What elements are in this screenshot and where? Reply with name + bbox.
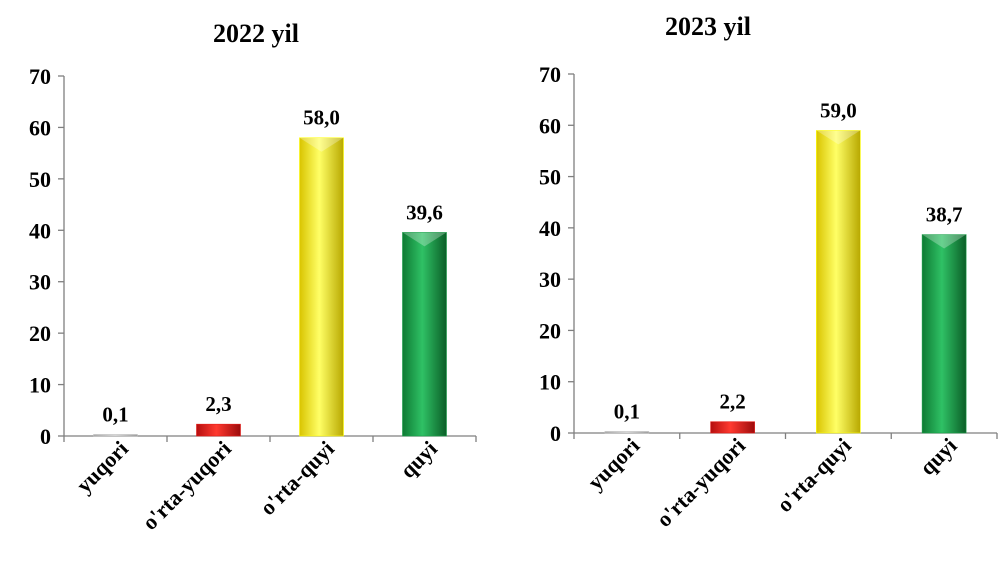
- y-tick-label: 40: [539, 216, 561, 241]
- chart-2022: 2022 yil 0 10 20 30 40 50 60 70 0,1 yuqori 2,3 o'rt…: [29, 19, 477, 535]
- data-label: 58,0: [303, 106, 340, 130]
- x-category-label: o'rta-quyi: [772, 433, 856, 517]
- y-tick-label: 0: [550, 421, 561, 446]
- x-category-label: quyi: [395, 436, 442, 483]
- bar-ortayuqori: [196, 423, 241, 437]
- data-label: 0,1: [102, 403, 128, 427]
- bar-top-highlight: [922, 234, 967, 249]
- y-tick-label: 30: [29, 270, 51, 295]
- chart-title: 2023 yil: [665, 12, 751, 41]
- y-tick-label: 40: [29, 218, 51, 243]
- data-label: 0,1: [614, 400, 640, 424]
- y-tick-label: 10: [29, 373, 51, 398]
- x-category-label: quyi: [915, 433, 962, 480]
- y-tick-label: 0: [40, 424, 51, 449]
- plot-area: 0 10 20 30 40 50 60 70 0,1 yuqori 2,3 o'rta-yuqori 5…: [29, 64, 477, 535]
- bar-yuqori: [604, 431, 650, 434]
- bar-top-highlight: [816, 130, 861, 145]
- data-label: 2,3: [205, 392, 231, 416]
- x-category-label: yuqori: [583, 433, 645, 495]
- x-category-label: yuqori: [71, 436, 133, 498]
- chart-2022-svg: 2022 yil 0 10 20 30 40 50 60 70 0,1 yuqori 2,3 o'rt…: [29, 19, 477, 535]
- x-category-label: o'rta-yuqori: [137, 436, 236, 535]
- bar-top-highlight: [299, 137, 344, 152]
- y-tick-label: 20: [539, 318, 561, 343]
- data-label: 2,2: [720, 390, 746, 414]
- y-tick-label: 50: [539, 165, 561, 190]
- y-tick-label: 20: [29, 321, 51, 346]
- x-category-label: o'rta-quyi: [255, 436, 339, 520]
- bar-ortaquyi: [816, 130, 861, 434]
- bar-yuqori: [93, 434, 138, 437]
- chart-2023: 2023 yil 0 10 20 30 40 50 60 70 0,1 yuqori 2,2 o'rt…: [509, 0, 998, 576]
- bar-ortayuqori: [710, 421, 755, 434]
- x-category-label: o'rta-yuqori: [651, 433, 750, 532]
- bar-quyi: [402, 232, 447, 437]
- chart-2023-svg: 2023 yil 0 10 20 30 40 50 60 70 0,1 yuqori 2,2 o'rt…: [539, 12, 998, 532]
- y-tick-label: 30: [539, 267, 561, 292]
- y-tick-label: 70: [539, 62, 561, 87]
- y-tick-label: 70: [29, 64, 51, 89]
- y-tick-label: 60: [29, 115, 51, 140]
- data-label: 59,0: [820, 98, 857, 122]
- y-tick-label: 50: [29, 167, 51, 192]
- y-tick-label: 10: [539, 370, 561, 395]
- data-label: 39,6: [406, 200, 443, 224]
- bar-top-highlight: [402, 232, 447, 247]
- y-tick-label: 60: [539, 113, 561, 138]
- bar-quyi: [921, 234, 967, 434]
- data-label: 38,7: [926, 203, 963, 227]
- plot-area: 0 10 20 30 40 50 60 70 0,1 yuqori 2,2 o'rta-yuqori 5…: [539, 62, 998, 532]
- bar-ortaquyi: [299, 137, 344, 437]
- chart-title: 2022 yil: [213, 19, 299, 48]
